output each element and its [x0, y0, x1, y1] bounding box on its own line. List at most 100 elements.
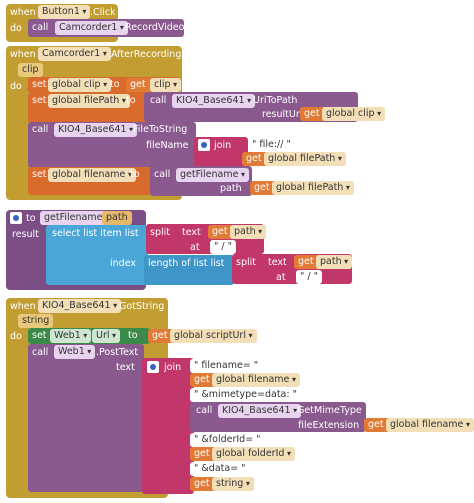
to-label: to	[130, 169, 140, 180]
filename-text[interactable]: " filename= "	[190, 359, 263, 373]
global-filename-dropdown[interactable]: global filename	[212, 373, 300, 387]
to-label: to	[110, 79, 120, 90]
folder-id-text[interactable]: " &folderId= "	[190, 433, 265, 447]
to-label: to	[126, 95, 136, 106]
length-of-list-label: length of list list	[148, 258, 225, 269]
path-dropdown[interactable]: path	[316, 255, 353, 269]
call-label: call	[32, 347, 49, 358]
path-label: path	[220, 183, 242, 194]
at-label: at	[190, 242, 200, 253]
file-name-label: fileName	[146, 140, 189, 151]
when-label: when	[10, 49, 36, 60]
after-recording-label: .AfterRecording	[108, 49, 182, 60]
select-list-item-label: select list item list	[52, 228, 139, 239]
get-filename-dropdown[interactable]: getFilename	[176, 168, 250, 182]
web1-dropdown[interactable]: Web1	[50, 329, 92, 343]
set-label: set	[32, 169, 47, 180]
global-filename-dropdown[interactable]: global filename	[386, 418, 474, 432]
procedure-name[interactable]: getFilename	[40, 211, 107, 225]
file-prefix-text[interactable]: " file:// "	[248, 138, 295, 152]
url-dropdown[interactable]: Url	[92, 329, 121, 343]
at-label: at	[276, 272, 286, 283]
call-label: call	[150, 95, 167, 106]
post-text-label: .PostText	[96, 347, 139, 358]
do-label: do	[10, 331, 22, 342]
global-filepath-dropdown[interactable]: global filePath	[272, 181, 354, 195]
result-uri-label: resultUri	[262, 109, 303, 120]
split-label: split	[236, 257, 256, 268]
get-label: get	[298, 256, 314, 267]
get-label: get	[194, 448, 210, 459]
call-post-text-block[interactable]	[28, 344, 144, 492]
global-clip-dropdown[interactable]: global clip	[322, 107, 386, 121]
text-label: text	[268, 257, 287, 268]
slash-text[interactable]: " / "	[210, 240, 236, 254]
set-label: set	[32, 95, 47, 106]
get-label: get	[368, 419, 384, 430]
when-label: when	[10, 7, 36, 18]
get-label: get	[246, 153, 262, 164]
kio4-dropdown[interactable]: KIO4_Base641	[218, 404, 302, 418]
uri-to-path-label: .UriToPath	[250, 95, 298, 106]
call-label: call	[32, 22, 49, 33]
to-label: to	[26, 213, 36, 224]
data-text[interactable]: " &data= "	[190, 462, 250, 476]
string-dropdown[interactable]: string	[212, 477, 254, 491]
join-label: join	[214, 140, 232, 151]
split-label: split	[150, 227, 170, 238]
gear-icon[interactable]	[198, 139, 210, 151]
join-block[interactable]	[142, 358, 194, 494]
global-clip-dropdown[interactable]: global clip	[48, 78, 112, 92]
length-of-list-block[interactable]	[144, 255, 234, 285]
get-mime-type-label: .GetMimeType	[294, 405, 362, 416]
global-filename-dropdown[interactable]: global filename	[48, 168, 136, 182]
get-label: get	[254, 182, 270, 193]
global-filepath-dropdown[interactable]: global filePath	[48, 94, 130, 108]
select-list-item-block[interactable]	[46, 225, 148, 285]
web1-dropdown[interactable]: Web1	[54, 345, 96, 359]
file-to-string-label: .FileToString	[130, 124, 188, 135]
set-label: set	[32, 79, 47, 90]
when-label: when	[10, 301, 36, 312]
kio4-dropdown[interactable]: KIO4_Base641	[38, 299, 122, 313]
index-label: index	[110, 258, 136, 269]
global-folderid-dropdown[interactable]: global folderId	[212, 447, 295, 461]
camcorder1-dropdown[interactable]: Camcorder1	[38, 47, 111, 61]
get-label: get	[194, 374, 210, 385]
clip-param[interactable]: clip	[18, 63, 43, 77]
result-label: result	[12, 229, 39, 240]
kio4-dropdown[interactable]: KIO4_Base641	[54, 123, 138, 137]
string-param[interactable]: string	[18, 314, 54, 328]
kio4-dropdown[interactable]: KIO4_Base641	[172, 94, 256, 108]
clip-dropdown[interactable]: clip	[150, 78, 182, 92]
set-label: set	[32, 330, 47, 341]
do-label: do	[10, 23, 22, 34]
get-label: get	[194, 478, 210, 489]
file-extension-label: fileExtension	[298, 420, 360, 431]
mimetype-text[interactable]: " &mimetype=data: "	[190, 388, 301, 402]
get-label: get	[304, 108, 320, 119]
join-label: join	[164, 362, 182, 373]
gear-icon[interactable]	[147, 361, 159, 373]
record-video-label: .RecordVideo	[122, 22, 185, 33]
path-dropdown[interactable]: path	[230, 225, 267, 239]
button1-dropdown[interactable]: Button1	[38, 5, 91, 19]
call-label: call	[196, 405, 213, 416]
global-scripturl-dropdown[interactable]: global scriptUrl	[170, 329, 257, 343]
get-label: get	[212, 226, 228, 237]
text-label: text	[116, 362, 135, 373]
to-label: to	[128, 330, 138, 341]
text-label: text	[182, 227, 201, 238]
do-label: do	[10, 81, 22, 92]
call-label: call	[154, 169, 171, 180]
click-label: .Click	[90, 7, 116, 18]
path-param[interactable]: path	[102, 211, 132, 225]
global-filepath-dropdown[interactable]: global filePath	[264, 152, 346, 166]
get-label: get	[152, 330, 168, 341]
gear-icon[interactable]	[10, 212, 22, 224]
call-label: call	[32, 124, 49, 135]
get-label: get	[130, 79, 146, 90]
got-string-label: .GotString	[116, 301, 165, 312]
slash-text[interactable]: " / "	[296, 270, 322, 284]
camcorder1-dropdown[interactable]: Camcorder1	[55, 21, 128, 35]
